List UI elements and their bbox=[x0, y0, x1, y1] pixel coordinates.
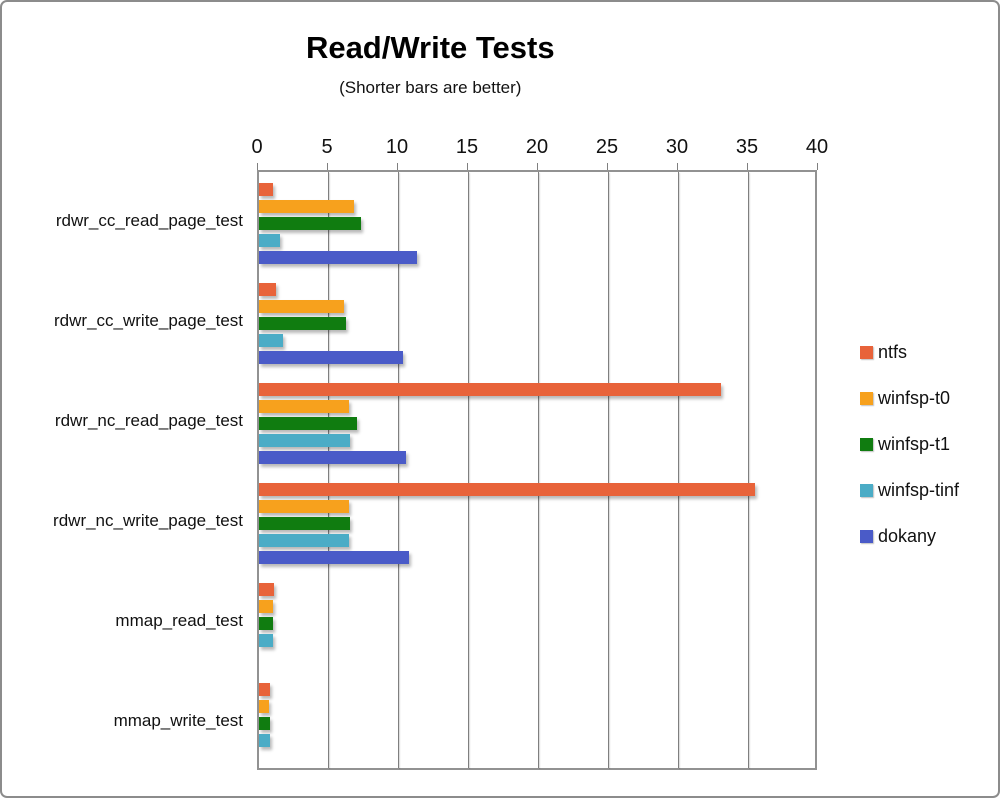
plot-area bbox=[257, 170, 817, 770]
grid-line bbox=[398, 172, 399, 768]
category-label: rdwr_nc_read_page_test bbox=[54, 411, 243, 430]
bar-winfsp-t1 bbox=[259, 717, 271, 730]
bar-dokany bbox=[259, 251, 418, 264]
bar-winfsp-tinf bbox=[259, 734, 271, 747]
legend-swatch-icon bbox=[860, 484, 873, 497]
x-tick-label: 15 bbox=[455, 136, 479, 158]
category-label: mmap_write_test bbox=[113, 711, 243, 730]
bar-dokany bbox=[259, 551, 409, 564]
legend-item-winfsp-t0: winfsp-t0 bbox=[860, 388, 959, 409]
legend-swatch-icon bbox=[860, 438, 873, 451]
axis-tick-mark bbox=[397, 163, 398, 170]
bar-ntfs bbox=[259, 483, 755, 496]
bar-winfsp-tinf bbox=[259, 234, 280, 247]
bar-winfsp-t0 bbox=[259, 300, 345, 313]
grid-line bbox=[678, 172, 679, 768]
grid-line bbox=[748, 172, 749, 768]
axis-tick-mark bbox=[257, 163, 258, 170]
x-tick-label: 30 bbox=[665, 136, 689, 158]
axis-tick-mark bbox=[327, 163, 328, 170]
legend-label: ntfs bbox=[878, 342, 908, 362]
bar-winfsp-tinf bbox=[259, 434, 350, 447]
bar-ntfs bbox=[259, 183, 273, 196]
legend-item-ntfs: ntfs bbox=[860, 342, 959, 363]
chart-subtitle: (Shorter bars are better) bbox=[339, 78, 522, 97]
bar-winfsp-tinf bbox=[259, 634, 273, 647]
bar-winfsp-t1 bbox=[259, 217, 362, 230]
grid-line bbox=[468, 172, 469, 768]
bar-winfsp-t1 bbox=[259, 617, 273, 630]
bar-winfsp-t0 bbox=[259, 400, 349, 413]
x-tick-label: 20 bbox=[525, 136, 549, 158]
legend-label: winfsp-t1 bbox=[878, 434, 951, 454]
axis-tick-mark bbox=[607, 163, 608, 170]
legend-swatch-icon bbox=[860, 530, 873, 543]
legend-swatch-icon bbox=[860, 392, 873, 405]
bar-ntfs bbox=[259, 583, 275, 596]
grid-line bbox=[608, 172, 609, 768]
chart-title: Read/Write Tests bbox=[305, 30, 555, 65]
x-tick-label: 25 bbox=[595, 136, 619, 158]
legend-item-dokany: dokany bbox=[860, 526, 959, 547]
bar-winfsp-tinf bbox=[259, 334, 283, 347]
legend-item-winfsp-t1: winfsp-t1 bbox=[860, 434, 959, 455]
bar-winfsp-t1 bbox=[259, 417, 357, 430]
bar-ntfs bbox=[259, 683, 271, 696]
x-tick-label: 35 bbox=[735, 136, 759, 158]
bar-winfsp-t1 bbox=[259, 317, 346, 330]
x-tick-label: 10 bbox=[385, 136, 409, 158]
legend-item-winfsp-tinf: winfsp-tinf bbox=[860, 480, 959, 501]
x-tick-label: 5 bbox=[321, 136, 333, 158]
axis-tick-mark bbox=[677, 163, 678, 170]
bar-dokany bbox=[259, 451, 406, 464]
legend-swatch-icon bbox=[860, 346, 873, 359]
bar-winfsp-t0 bbox=[259, 700, 269, 713]
legend: ntfs winfsp-t0 winfsp-t1 winfsp-tinf dokany bbox=[860, 342, 959, 547]
x-tick-label: 0 bbox=[251, 136, 263, 158]
grid-line bbox=[328, 172, 329, 768]
bar-winfsp-t0 bbox=[259, 200, 355, 213]
x-tick-label: 40 bbox=[805, 136, 829, 158]
bar-ntfs bbox=[259, 383, 721, 396]
category-label: rdwr_nc_write_page_test bbox=[53, 511, 243, 530]
legend-label: winfsp-t0 bbox=[878, 388, 951, 408]
legend-label: dokany bbox=[878, 526, 937, 546]
bar-winfsp-t0 bbox=[259, 600, 273, 613]
axis-tick-mark bbox=[537, 163, 538, 170]
bar-winfsp-t1 bbox=[259, 517, 350, 530]
bar-winfsp-t0 bbox=[259, 500, 349, 513]
category-label: mmap_read_test bbox=[115, 611, 243, 630]
bar-dokany bbox=[259, 351, 404, 364]
legend-label: winfsp-tinf bbox=[878, 480, 960, 500]
axis-tick-mark bbox=[817, 163, 818, 170]
category-label: rdwr_cc_write_page_test bbox=[54, 311, 243, 330]
bar-ntfs bbox=[259, 283, 276, 296]
grid-line bbox=[538, 172, 539, 768]
axis-tick-mark bbox=[467, 163, 468, 170]
bar-winfsp-tinf bbox=[259, 534, 349, 547]
axis-tick-mark bbox=[747, 163, 748, 170]
category-label: rdwr_cc_read_page_test bbox=[55, 211, 243, 230]
